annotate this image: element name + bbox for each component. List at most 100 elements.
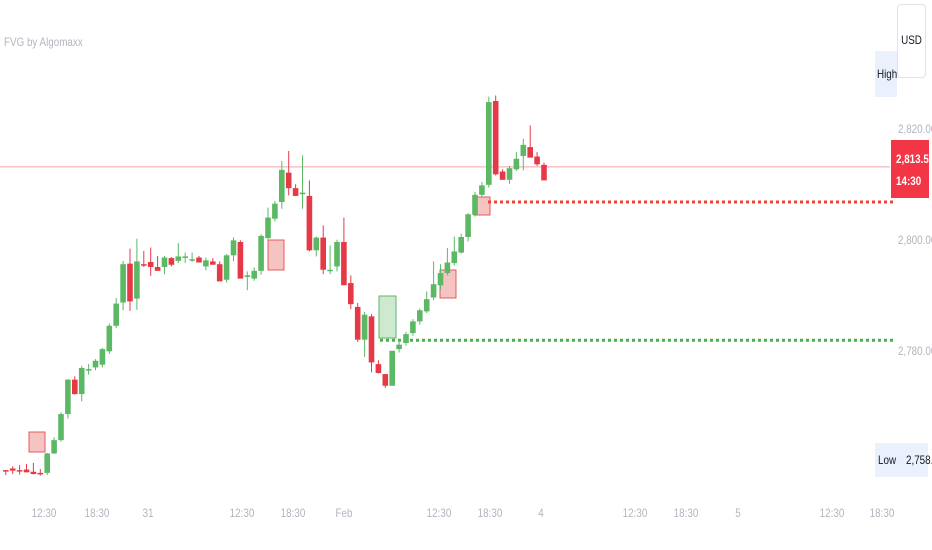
y-tick-label: 2,800.00 xyxy=(898,233,932,247)
candle-body xyxy=(272,203,278,219)
x-tick-label: 18:30 xyxy=(280,506,306,520)
candle-body xyxy=(334,242,340,267)
x-tick-label: 12:30 xyxy=(229,506,255,520)
candle-body xyxy=(320,237,326,270)
candle-body xyxy=(444,262,451,274)
low-label: Low xyxy=(878,453,897,467)
candle-body xyxy=(203,260,209,267)
fvg-box xyxy=(28,431,46,453)
fvg-box xyxy=(378,295,397,339)
currency-label: USD xyxy=(901,33,922,47)
candle-body xyxy=(451,251,458,264)
candle-body xyxy=(458,237,464,253)
candle-body xyxy=(472,194,478,215)
candle-body xyxy=(210,261,216,265)
candle-body xyxy=(168,258,175,265)
candle-body xyxy=(154,266,161,271)
candle-body xyxy=(396,344,402,350)
candle-body xyxy=(23,469,30,473)
x-tick-label: 18:30 xyxy=(477,506,503,520)
candle-body xyxy=(16,470,23,472)
candle-body xyxy=(486,102,492,185)
y-tick-label: 2,780.00 xyxy=(898,344,932,358)
x-tick-label: 31 xyxy=(142,506,154,520)
candle-body xyxy=(492,101,499,175)
candle-body xyxy=(520,144,527,156)
candle-body xyxy=(237,242,244,279)
candle-body xyxy=(506,168,513,180)
candle-body xyxy=(513,158,520,170)
candle-body xyxy=(72,379,78,395)
candle-body xyxy=(403,334,409,344)
candle-body xyxy=(244,275,251,277)
candle-body xyxy=(51,440,57,454)
candle-body xyxy=(527,147,533,158)
candle-body xyxy=(430,284,437,298)
candle-body xyxy=(437,273,444,286)
candle-body xyxy=(299,192,306,195)
x-tick-label: 18:30 xyxy=(869,506,895,520)
candle-body xyxy=(113,303,119,326)
candle-body xyxy=(3,470,9,472)
indicator-title: FVG by Algomaxx xyxy=(4,35,83,49)
candle-body xyxy=(65,379,71,415)
candle-body xyxy=(327,269,333,272)
candle-body xyxy=(161,257,168,267)
candle-body xyxy=(92,360,99,368)
x-tick-label: 12:30 xyxy=(622,506,648,520)
candle-body xyxy=(78,367,85,395)
candle-body xyxy=(279,169,285,203)
candle-body xyxy=(99,349,106,365)
x-tick-label: 4 xyxy=(538,506,544,520)
candle-body xyxy=(313,237,320,251)
low-value: 2,758.75 xyxy=(906,453,932,467)
candle-body xyxy=(230,240,237,256)
candle-body xyxy=(216,264,223,282)
candle-body xyxy=(382,374,389,386)
x-tick-label: 18:30 xyxy=(84,506,110,520)
y-tick-label: 2,820.00 xyxy=(898,122,932,136)
candle-body xyxy=(423,299,430,312)
candle-body xyxy=(375,364,382,373)
candle-body xyxy=(361,314,368,340)
candle-body xyxy=(106,325,113,352)
candle-body xyxy=(258,235,264,271)
candle-body xyxy=(127,263,133,302)
candle-body xyxy=(44,453,50,473)
candle-body xyxy=(30,471,37,474)
candle-body xyxy=(85,369,92,371)
x-tick-label: 12:30 xyxy=(819,506,845,520)
candle-body xyxy=(175,256,182,261)
candle-body xyxy=(354,306,361,340)
x-tick-label: 18:30 xyxy=(673,506,699,520)
candle-body xyxy=(348,283,354,305)
candle-body xyxy=(499,171,506,180)
candle-body xyxy=(389,350,395,386)
candle-body xyxy=(285,172,292,189)
currency-selector[interactable]: USD xyxy=(897,4,926,78)
bar-countdown: 14:30 xyxy=(896,174,922,188)
candle-body xyxy=(292,188,299,196)
candle-body xyxy=(223,255,230,280)
x-tick-label: 12:30 xyxy=(31,506,57,520)
candle-body xyxy=(196,257,202,263)
low-label-box: Low 2,758.75 xyxy=(875,443,932,477)
candle-body xyxy=(368,316,375,363)
candle-body xyxy=(534,156,540,165)
candle-body xyxy=(410,321,416,334)
high-label: High xyxy=(877,67,898,81)
candle-body xyxy=(141,264,147,266)
candle-body xyxy=(189,259,195,261)
candle-body xyxy=(58,414,64,441)
high-label-box: High xyxy=(875,51,897,97)
candle-body xyxy=(120,264,126,303)
x-tick-label: Feb xyxy=(335,506,353,520)
candle-body xyxy=(147,261,154,267)
candle-body xyxy=(341,242,347,286)
candle-body xyxy=(479,185,485,195)
candle-body xyxy=(541,164,547,181)
candle-body xyxy=(417,310,423,322)
candle-body xyxy=(182,256,188,258)
candle-body xyxy=(134,261,140,299)
